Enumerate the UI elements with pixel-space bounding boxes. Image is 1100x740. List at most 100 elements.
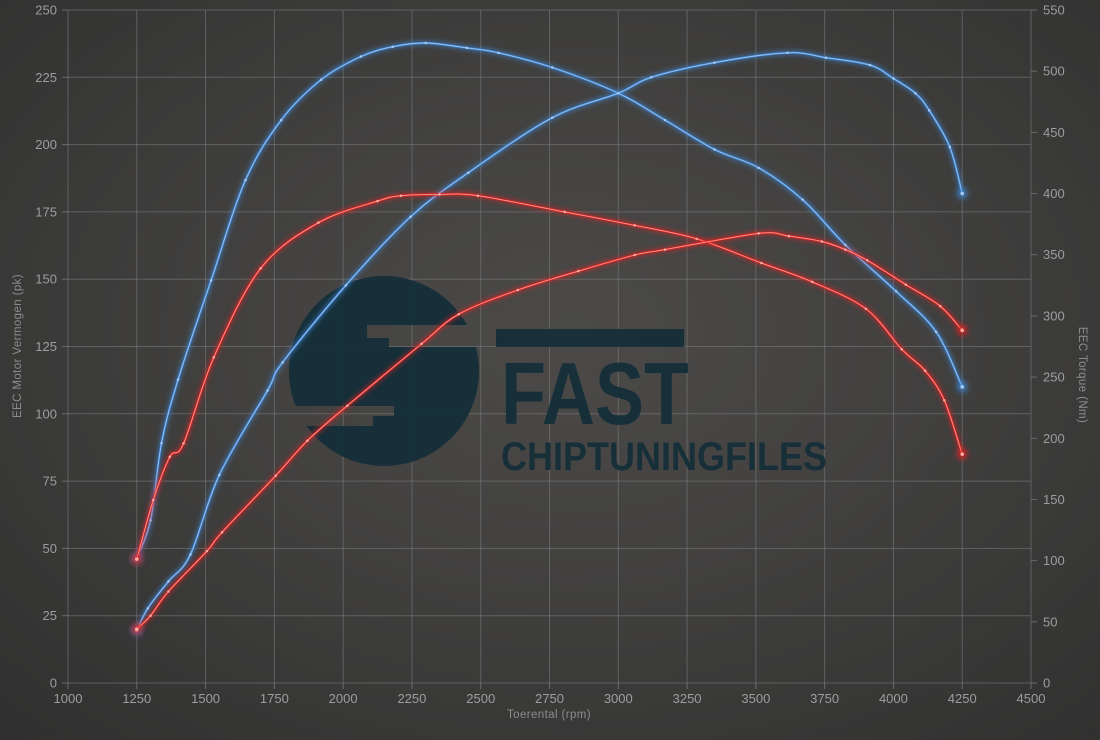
y-right-tick-label: 400 — [1043, 186, 1065, 201]
x-tick-label: 2250 — [397, 691, 426, 706]
y-right-tick-label: 350 — [1043, 247, 1065, 262]
data-point — [317, 221, 320, 224]
x-tick-label: 1250 — [122, 691, 151, 706]
data-point — [938, 304, 942, 308]
data-point — [146, 607, 150, 610]
data-point — [220, 530, 224, 534]
y-right-tick-label: 300 — [1043, 308, 1065, 323]
data-point — [399, 194, 403, 197]
data-point — [713, 148, 716, 151]
data-point — [205, 549, 209, 553]
y-left-tick-label: 50 — [43, 541, 57, 556]
data-point — [420, 342, 423, 346]
x-tick-label: 3000 — [604, 691, 633, 706]
data-point — [824, 56, 828, 59]
data-point — [695, 237, 698, 241]
data-point — [438, 193, 441, 196]
data-point — [516, 288, 520, 292]
y-right-tick-label: 250 — [1043, 370, 1065, 385]
y-right-tick-label: 150 — [1043, 492, 1065, 507]
y-left-tick-label: 25 — [43, 608, 57, 623]
data-point — [923, 369, 927, 372]
y-right-tick-label: 500 — [1043, 64, 1065, 79]
x-tick-label: 3750 — [810, 691, 839, 706]
data-point — [218, 473, 221, 477]
data-point — [209, 279, 213, 282]
x-tick-label: 2750 — [535, 691, 564, 706]
x-tick-label: 1000 — [54, 691, 83, 706]
x-tick-label: 3500 — [741, 691, 770, 706]
data-point — [713, 61, 716, 64]
data-point — [551, 116, 554, 119]
y-left-tick-label: 250 — [35, 3, 57, 18]
data-point — [152, 498, 155, 502]
endpoint — [960, 385, 965, 389]
y-right-tick-label: 450 — [1043, 125, 1065, 140]
curve-power-original — [131, 229, 968, 635]
endpoint — [134, 627, 139, 631]
data-point — [160, 441, 163, 445]
data-point — [663, 118, 667, 122]
y-left-tick-label: 0 — [50, 676, 57, 691]
data-point — [948, 145, 952, 149]
data-point — [943, 399, 946, 402]
data-point — [864, 307, 868, 311]
data-point — [279, 118, 283, 122]
grid-layer: 1000 1250 1500 1750 2000 2250 2500 2750 3000 3250… — [35, 3, 1064, 707]
data-point — [633, 224, 637, 227]
y-right-tick-label: 50 — [1043, 614, 1057, 629]
data-point — [259, 267, 262, 270]
data-point — [182, 442, 185, 445]
curve-torque-tuned — [131, 40, 968, 564]
data-point — [894, 290, 898, 293]
y-left-tick-label: 75 — [43, 474, 57, 489]
data-point — [617, 91, 620, 95]
data-point — [844, 243, 847, 247]
endpoint — [960, 191, 965, 196]
data-point — [811, 280, 814, 284]
data-point — [346, 404, 349, 407]
data-point — [801, 198, 804, 201]
data-point — [465, 46, 469, 50]
data-point — [900, 347, 903, 351]
x-tick-label: 3250 — [673, 691, 702, 706]
fast-logo-bar — [496, 329, 684, 347]
y-axis-title-left: EEC Motor Vermogen (pk) — [12, 274, 24, 418]
x-tick-label: 4500 — [1017, 691, 1046, 706]
data-point — [244, 178, 247, 182]
logo-text-fast: FAST — [501, 344, 689, 443]
endpoint — [134, 557, 139, 561]
data-point — [376, 199, 379, 203]
data-point — [149, 614, 152, 617]
data-point — [168, 455, 172, 459]
data-point — [274, 474, 277, 477]
x-tick-label: 4000 — [879, 691, 908, 706]
fast-logo: FAST CHIPTUNINGFILES — [289, 276, 827, 479]
data-point — [467, 171, 470, 174]
y-right-tick-label: 0 — [1043, 676, 1050, 691]
y-left-tick-label: 100 — [35, 406, 57, 421]
curve-core — [136, 42, 963, 559]
endpoint — [960, 452, 965, 456]
data-point — [866, 259, 869, 262]
data-point — [786, 51, 789, 55]
logo-text-chiptuningfiles: CHIPTUNINGFILES — [501, 435, 827, 479]
data-point — [868, 63, 872, 67]
data-point — [189, 553, 192, 556]
data-point — [757, 232, 760, 235]
data-point — [787, 234, 791, 238]
x-tick-label: 1500 — [191, 691, 220, 706]
data-point — [892, 77, 895, 80]
data-point — [281, 361, 284, 364]
x-tick-label: 4250 — [948, 691, 977, 706]
data-point — [476, 194, 480, 197]
y-axis-title-right: EEC Torque (Nm) — [1076, 327, 1088, 424]
y-left-tick-label: 125 — [35, 339, 57, 354]
y-left-tick-label: 225 — [35, 70, 57, 85]
data-point — [914, 91, 917, 95]
data-point — [934, 330, 938, 334]
data-point — [424, 41, 427, 45]
x-tick-label: 2500 — [466, 691, 495, 706]
y-left-tick-label: 150 — [35, 272, 57, 287]
